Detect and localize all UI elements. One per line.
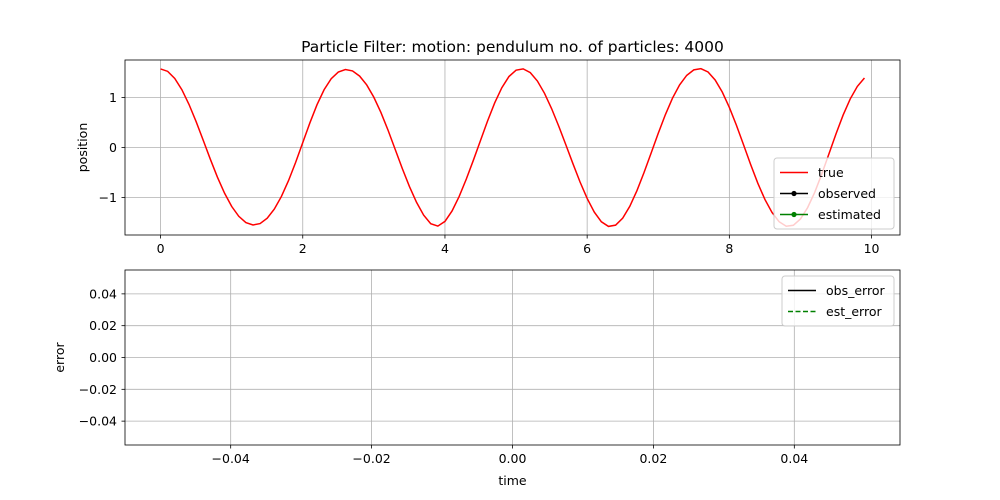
y-tick-label: 0.04 [89,286,117,301]
x-tick-label: 0 [157,241,165,256]
chart-title: Particle Filter: motion: pendulum no. of… [301,38,724,56]
x-tick-label: 0.02 [639,451,667,466]
x-tick-label: 10 [864,241,880,256]
x-tick-label: −0.04 [212,451,250,466]
legend-box [781,275,895,327]
y-tick-label: 0.02 [89,318,117,333]
y-tick-label: −1 [99,190,117,205]
legend-label-estimated: estimated [818,207,881,222]
legend-marker-observed [791,190,797,197]
legend-label-observed: observed [818,186,876,201]
y-tick-label: 0 [109,140,117,155]
x-tick-label: 0.00 [499,451,527,466]
x-tick-label: 6 [583,241,591,256]
x-tick-label: 8 [725,241,733,256]
y-axis-label: error [52,342,67,373]
y-tick-label: −0.04 [79,414,117,429]
y-tick-label: 1 [109,90,117,105]
y-axis-label: position [75,123,90,173]
x-tick-label: 4 [441,241,449,256]
x-axis-label: time [498,473,527,488]
legend-label-true: true [818,165,844,180]
y-tick-label: 0.00 [89,350,117,365]
y-tick-label: −0.02 [79,382,117,397]
legend-box [773,157,895,230]
x-tick-label: −0.02 [352,451,390,466]
x-tick-label: 0.04 [780,451,808,466]
legend-marker-estimated [791,211,797,218]
series-line-true [160,67,866,228]
legend-label-obs_error: obs_error [826,283,885,298]
legend-label-est_error: est_error [826,304,882,319]
x-tick-label: 2 [299,241,307,256]
